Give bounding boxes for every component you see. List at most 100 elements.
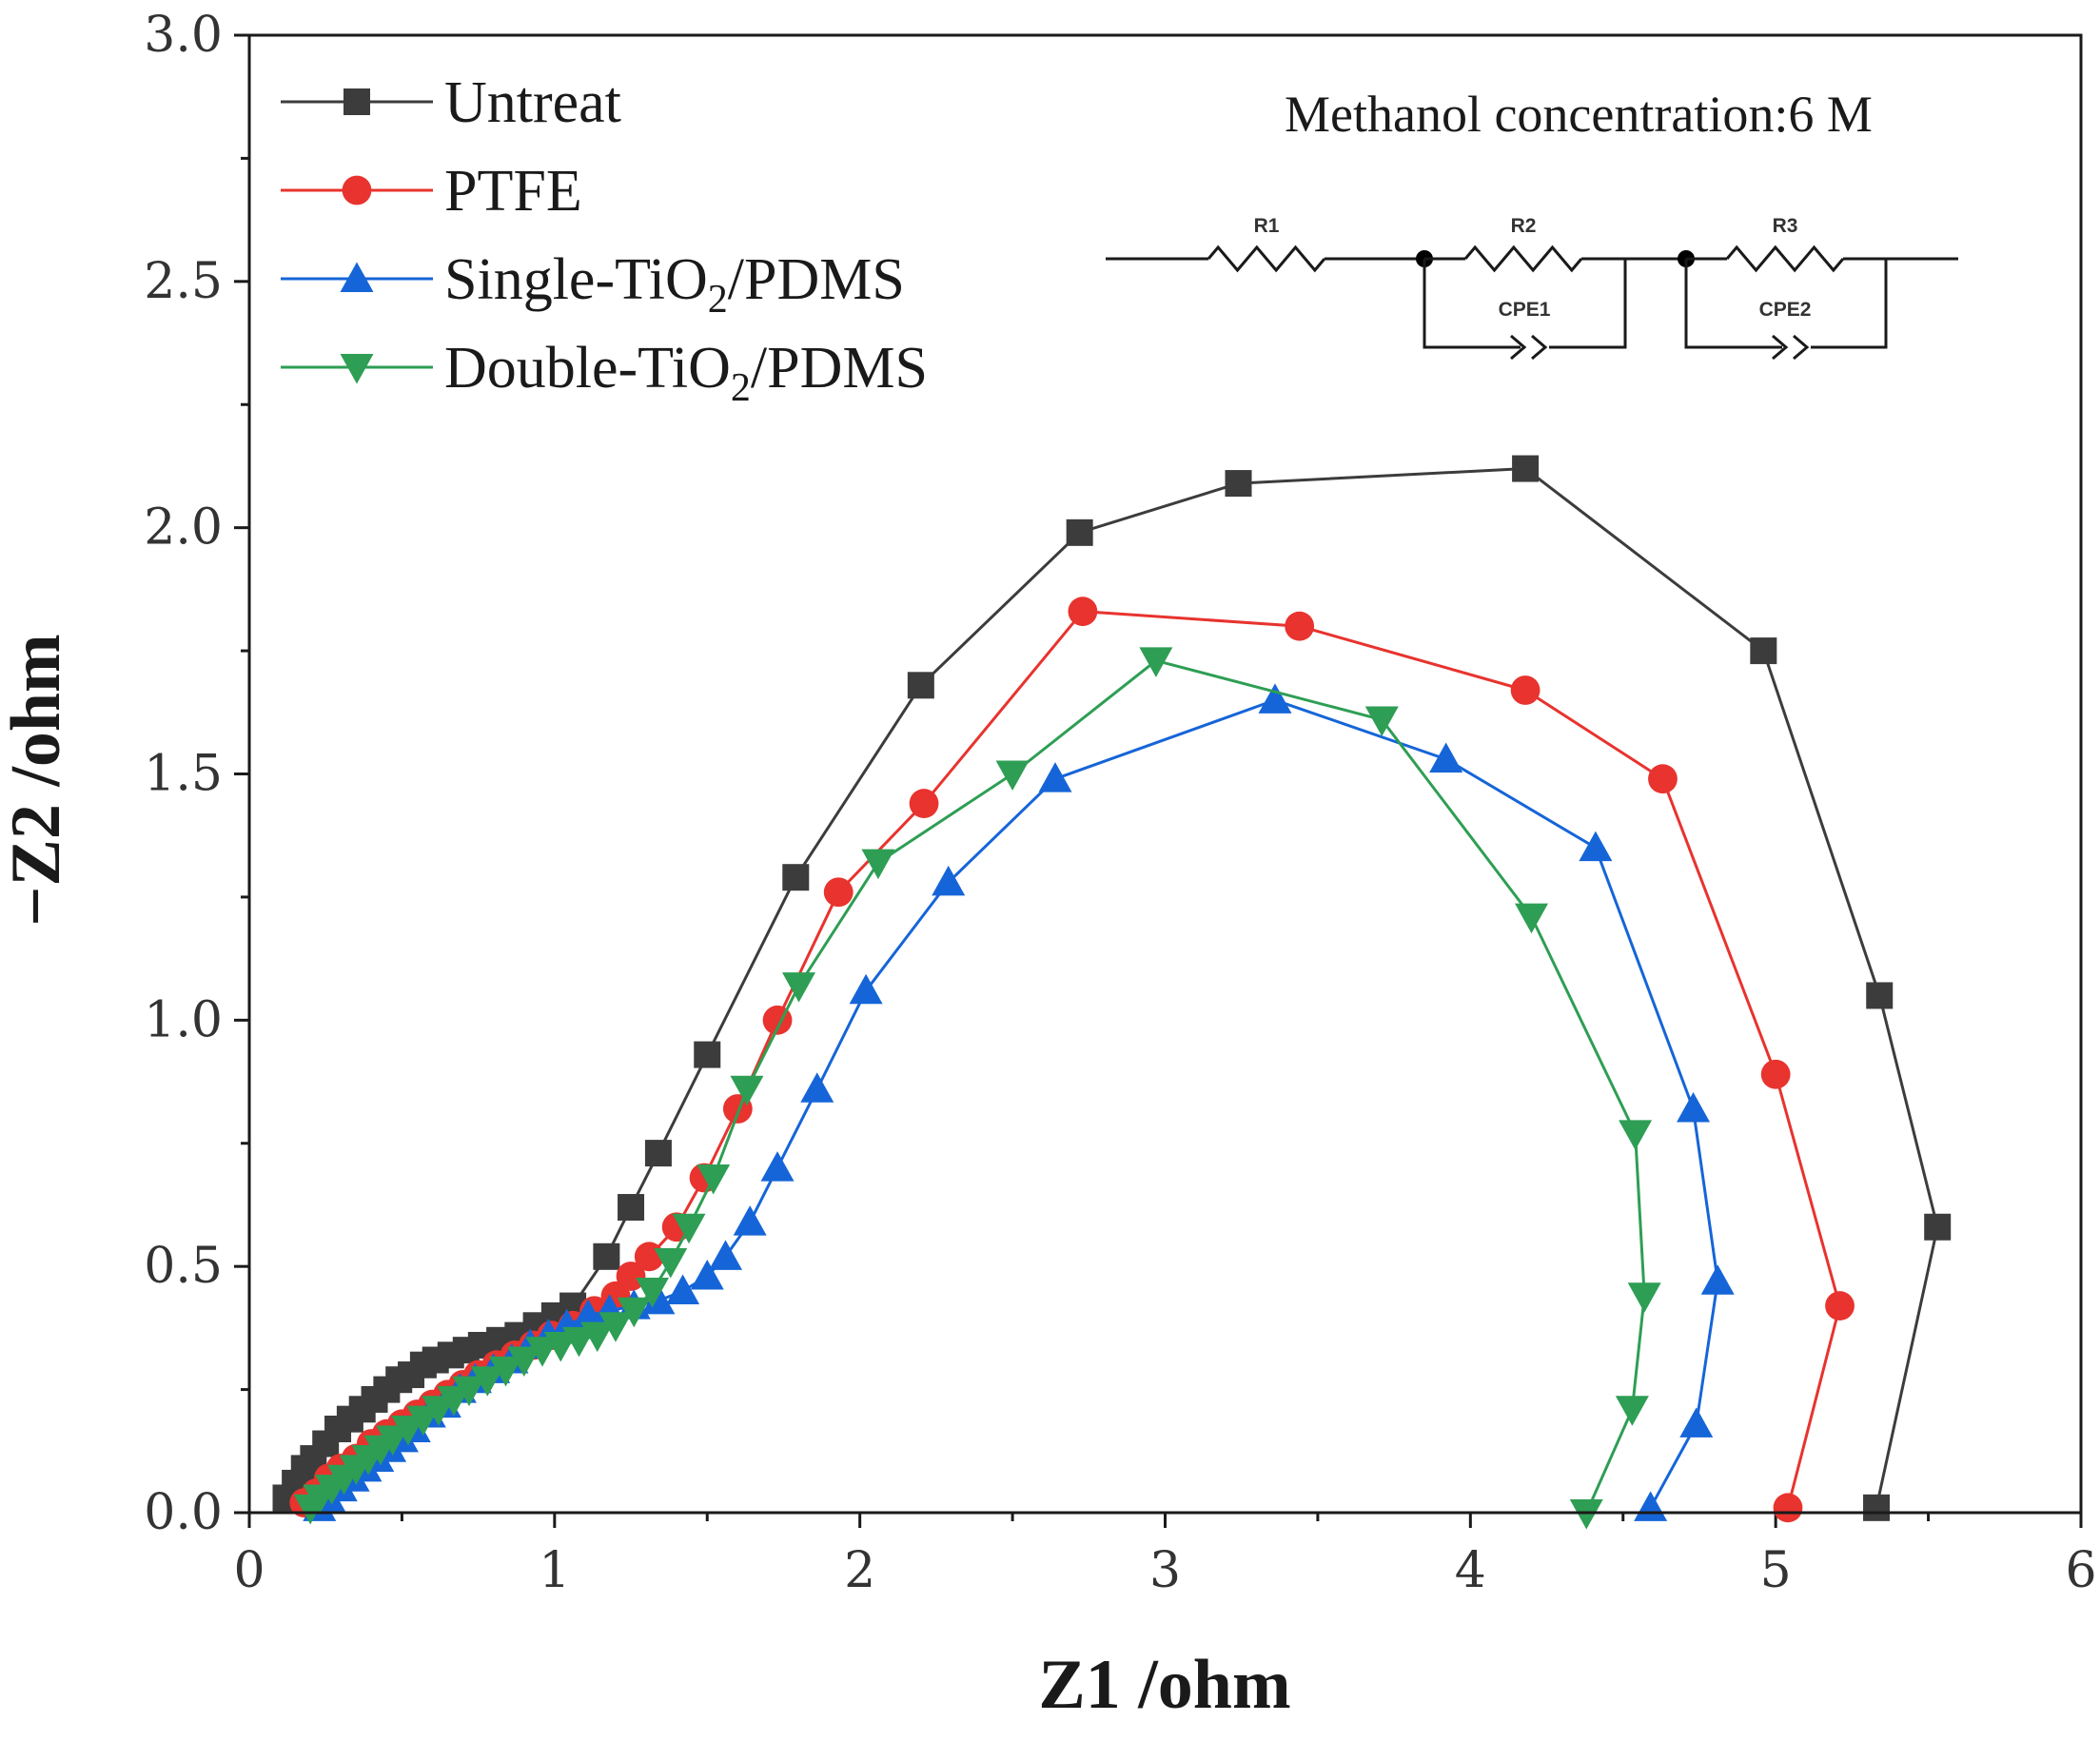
data-point — [593, 1242, 620, 1270]
legend-label-main: Double-TiO — [444, 336, 731, 401]
data-point — [1285, 611, 1315, 641]
data-point — [782, 972, 815, 1003]
legend-label-main: Single-TiO — [444, 247, 708, 312]
series-4 — [293, 647, 1661, 1530]
data-point — [617, 1297, 651, 1328]
x-tick-label: 2 — [844, 1542, 875, 1599]
circuit-wire — [1549, 259, 1627, 349]
data-point — [452, 1376, 486, 1407]
data-point — [1066, 518, 1093, 546]
data-point — [782, 864, 810, 891]
y-tick-label: 1.5 — [144, 746, 223, 803]
x-tick-label: 4 — [1455, 1542, 1486, 1599]
equivalent-circuit: R1 R2 R3 CPE1 CPE2 — [1106, 215, 1958, 361]
legend-label: Double-TiO2/PDMS — [444, 336, 928, 410]
legend-item: Double-TiO2/PDMS — [281, 336, 928, 410]
legend-label: Untreat — [444, 70, 621, 135]
data-point — [697, 1164, 731, 1195]
data-series — [272, 455, 1952, 1530]
legend-item: PTFE — [281, 159, 582, 224]
data-point — [1429, 742, 1463, 773]
x-tick-label: 3 — [1149, 1542, 1181, 1599]
data-point — [525, 1337, 559, 1367]
data-point — [641, 1283, 676, 1315]
circuit-wire — [1684, 259, 1782, 349]
cpe2-symbol — [1772, 334, 1810, 361]
y-tick-label: 0.5 — [144, 1238, 223, 1295]
data-point — [932, 865, 966, 896]
data-point — [1068, 597, 1098, 627]
y-tick-label: 1.0 — [144, 991, 223, 1048]
data-point — [730, 1075, 764, 1106]
label-cpe2: CPE2 — [1759, 299, 1812, 321]
data-point — [1773, 1493, 1803, 1523]
data-point — [1648, 764, 1678, 794]
resistor-r3 — [1725, 245, 1845, 273]
x-tick-label: 6 — [2065, 1542, 2096, 1599]
circuit-wire — [1811, 259, 1888, 349]
data-point — [543, 1331, 578, 1362]
data-point — [599, 1312, 633, 1342]
plot-frame — [247, 33, 2083, 1515]
data-point — [1679, 1407, 1714, 1438]
x-tick-label: 5 — [1760, 1542, 1792, 1599]
data-point — [1139, 647, 1173, 677]
resistor-r2 — [1463, 245, 1583, 273]
data-point — [654, 1247, 688, 1279]
legend-label-tail: /PDMS — [751, 336, 928, 401]
data-point — [616, 1262, 646, 1291]
cpe1-symbol — [1510, 334, 1548, 361]
data-point — [644, 1140, 672, 1167]
legend-label-main: Untreat — [444, 70, 621, 135]
data-point — [995, 760, 1030, 791]
data-point — [694, 1041, 721, 1068]
data-point — [709, 1240, 742, 1270]
data-point — [1038, 762, 1072, 792]
data-point — [470, 1366, 504, 1397]
data-point — [562, 1326, 596, 1358]
legend-marker — [340, 354, 374, 384]
legend-marker — [340, 262, 374, 292]
data-point — [1760, 1059, 1791, 1089]
legend-marker — [343, 88, 370, 115]
data-point — [1258, 683, 1292, 714]
data-point — [672, 1213, 706, 1244]
y-axis-title: −Z2 /ohm — [0, 634, 75, 926]
data-point — [1512, 455, 1540, 482]
data-point — [760, 1151, 795, 1182]
y-tick-label: 2.5 — [144, 253, 223, 310]
legend-label-tail: /PDMS — [728, 247, 905, 312]
data-point — [666, 1274, 700, 1305]
label-r3: R3 — [1773, 215, 1798, 237]
data-point — [907, 672, 934, 699]
data-point — [1569, 1499, 1603, 1530]
data-point — [1677, 1092, 1711, 1123]
label-r2: R2 — [1511, 215, 1537, 237]
data-point — [1700, 1264, 1735, 1295]
data-point — [1615, 1396, 1649, 1426]
legend-label-subscript: 2 — [731, 366, 751, 410]
data-point — [1364, 706, 1399, 737]
legend-item: Single-TiO2/PDMS — [281, 247, 905, 322]
legend-label-subscript: 2 — [708, 278, 728, 322]
legend-marker — [342, 175, 372, 205]
x-tick-label: 1 — [539, 1542, 570, 1599]
data-point — [1225, 470, 1252, 498]
legend-label: PTFE — [444, 159, 582, 224]
data-point — [823, 877, 854, 908]
y-tick-label: 0.0 — [144, 1484, 223, 1541]
data-point — [733, 1205, 767, 1236]
data-point — [507, 1346, 541, 1378]
data-point — [580, 1321, 615, 1353]
legend-item: Untreat — [281, 70, 621, 135]
data-point — [1750, 637, 1777, 665]
y-tick-label: 3.0 — [144, 7, 223, 64]
resistor-r1 — [1207, 245, 1326, 273]
data-point — [636, 1278, 669, 1308]
axis-ticks: 0 1 2 3 4 5 6 0.0 0.5 1.0 1.5 2.0 2.5 3.0 — [144, 7, 2096, 1599]
data-point — [1866, 982, 1894, 1009]
data-point — [489, 1356, 522, 1387]
data-point — [909, 789, 939, 818]
data-point — [1863, 1494, 1891, 1521]
